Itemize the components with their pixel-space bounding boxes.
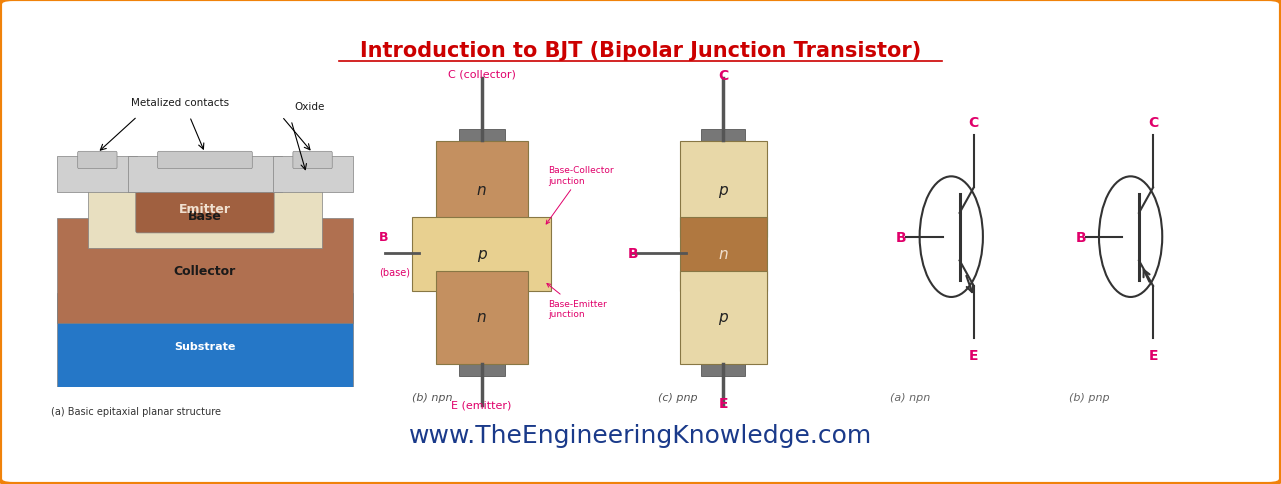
Text: Base: Base [188,210,222,223]
Text: E (emitter): E (emitter) [451,400,512,410]
Text: C: C [1148,116,1158,129]
Text: (a) npn: (a) npn [890,392,930,402]
FancyBboxPatch shape [273,156,352,192]
Text: n: n [477,182,487,197]
FancyBboxPatch shape [136,186,274,233]
FancyBboxPatch shape [78,152,117,169]
FancyBboxPatch shape [459,345,505,376]
FancyBboxPatch shape [459,130,505,161]
Text: E: E [1148,348,1158,362]
Text: Introduction to BJT (Bipolar Junction Transistor): Introduction to BJT (Bipolar Junction Tr… [360,41,921,61]
FancyBboxPatch shape [58,293,352,398]
FancyBboxPatch shape [412,217,551,291]
FancyBboxPatch shape [58,156,137,192]
FancyBboxPatch shape [680,217,766,291]
Text: Base-Emitter
junction: Base-Emitter junction [547,284,607,318]
FancyBboxPatch shape [680,142,766,237]
Text: B: B [628,247,638,261]
Text: n: n [719,246,728,261]
Text: n: n [477,310,487,325]
FancyBboxPatch shape [702,130,746,161]
Text: Emitter: Emitter [179,202,231,215]
Text: Base-Collector
junction: Base-Collector junction [546,166,614,225]
Text: E: E [719,396,728,410]
Text: p: p [719,182,728,197]
Text: C: C [717,69,729,83]
FancyBboxPatch shape [158,152,252,169]
FancyBboxPatch shape [88,169,322,248]
FancyBboxPatch shape [436,272,528,364]
Text: C (collector): C (collector) [448,69,515,79]
Text: www.TheEngineeringKnowledge.com: www.TheEngineeringKnowledge.com [409,424,872,448]
FancyBboxPatch shape [680,272,766,364]
Text: E: E [968,348,979,362]
Text: C: C [968,116,979,129]
Text: Substrate: Substrate [174,341,236,351]
Text: (c) pnp: (c) pnp [658,392,697,402]
Text: B: B [1075,230,1086,244]
Text: (a) Basic epitaxial planar structure: (a) Basic epitaxial planar structure [51,406,222,416]
FancyBboxPatch shape [58,218,352,323]
Text: p: p [477,246,487,261]
Text: Metalized contacts: Metalized contacts [131,98,229,108]
Text: (b) npn: (b) npn [412,392,453,402]
FancyBboxPatch shape [436,142,528,237]
FancyBboxPatch shape [293,152,332,169]
Text: (base): (base) [379,267,410,277]
Text: (b) pnp: (b) pnp [1068,392,1109,402]
Text: B: B [895,230,907,244]
FancyBboxPatch shape [702,345,746,376]
Text: Oxide: Oxide [295,102,324,111]
Text: Collector: Collector [174,264,236,277]
FancyBboxPatch shape [128,156,282,192]
Text: p: p [719,310,728,325]
Text: B: B [379,231,388,243]
